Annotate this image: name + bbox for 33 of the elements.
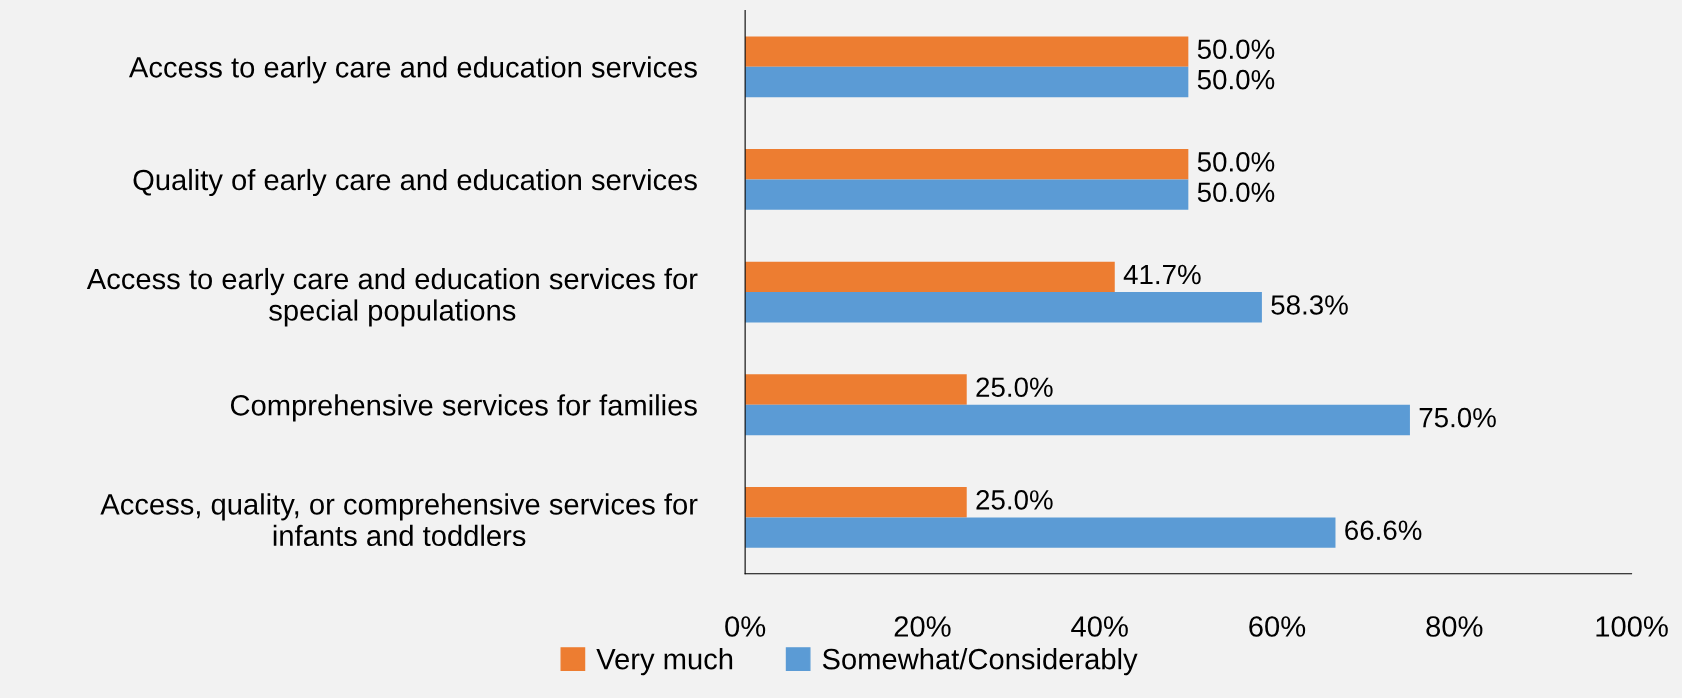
data-label: 66.6%: [1345, 520, 1422, 541]
y-tick-label: Comprehensive services for families: [230, 394, 697, 422]
x-tick-label: 0%: [725, 616, 766, 637]
data-label: 50.0%: [1197, 39, 1275, 60]
data-label: 41.7%: [1123, 264, 1201, 285]
x-tick-label: 100%: [1596, 616, 1668, 637]
data-label: 50.0%: [1197, 69, 1275, 90]
data-label: 25.0%: [976, 490, 1053, 510]
data-label: 50.0%: [1197, 182, 1275, 203]
y-tick-label: Access, quality, or comprehensive services for infants and toddlers: [100, 493, 698, 547]
bar: [745, 487, 967, 518]
data-label: 50.0%: [1197, 152, 1275, 172]
bar: [745, 517, 1336, 548]
bar: [745, 66, 1189, 98]
bar: [745, 149, 1189, 180]
bar: [745, 374, 967, 405]
x-tick-label: 60%: [1249, 616, 1306, 637]
bar: [745, 292, 1262, 323]
y-tick-label: Access to early care and education services: [128, 56, 697, 84]
bar: [745, 179, 1189, 210]
data-label: 75.0%: [1419, 407, 1496, 428]
x-tick-label: 20%: [894, 616, 951, 637]
y-tick-label: Access to early care and education services for special populations: [86, 267, 698, 327]
legend-label: Somewhat/Considerably: [822, 648, 1138, 676]
bar: [745, 261, 1115, 293]
x-tick-label: 40%: [1071, 616, 1128, 637]
bar: [745, 404, 1410, 436]
bar: [745, 36, 1189, 67]
data-label: 25.0%: [976, 377, 1053, 397]
y-tick-label: Quality of early care and education services: [133, 168, 697, 197]
x-tick-label: 80%: [1426, 616, 1483, 637]
legend-label: Very much: [596, 648, 733, 676]
data-label: 58.3%: [1271, 295, 1348, 315]
